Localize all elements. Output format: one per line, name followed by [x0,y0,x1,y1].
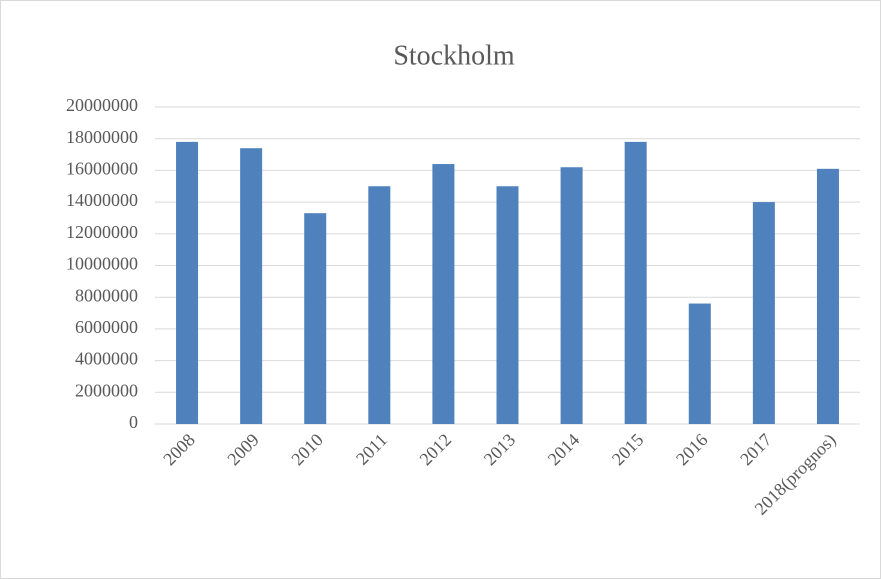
y-tick-label: 2000000 [75,380,138,400]
y-tick-label: 20000000 [66,95,138,115]
bar [176,141,199,424]
y-tick-label: 0 [129,412,138,432]
chart-title: Stockholm [393,40,515,71]
bar [496,186,519,424]
y-tick-label: 16000000 [66,159,138,179]
y-tick-label: 6000000 [75,317,138,337]
bar [240,148,263,424]
bar [752,202,775,424]
bar [432,164,455,424]
bar [624,141,647,424]
y-tick-label: 14000000 [66,190,138,210]
y-tick-label: 8000000 [75,285,138,305]
bar [816,168,839,424]
y-tick-label: 10000000 [66,254,138,274]
bar [560,167,583,425]
y-tick-label: 12000000 [66,222,138,242]
y-tick-label: 18000000 [66,127,138,147]
bar [368,186,391,424]
bar [688,303,711,424]
bar [304,213,327,424]
y-tick-label: 4000000 [75,349,138,369]
